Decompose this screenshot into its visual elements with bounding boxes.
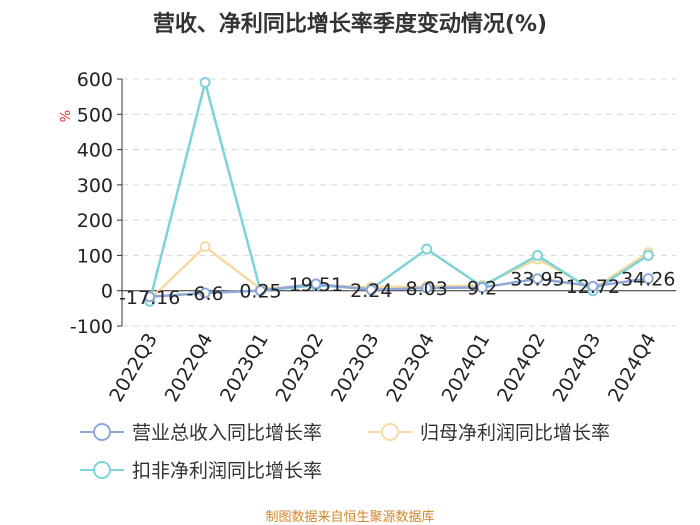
legend-swatch-revenue bbox=[80, 422, 124, 441]
y-tick-label: 300 bbox=[77, 175, 113, 197]
legend-label-net-profit: 归母净利润同比增长率 bbox=[420, 422, 611, 444]
x-tick-label: 2024Q1 bbox=[438, 329, 495, 405]
data-label: 33.95 bbox=[510, 269, 564, 291]
data-label: 19.51 bbox=[289, 274, 343, 296]
y-axis-label: % bbox=[59, 110, 74, 122]
y-tick-label: 0 bbox=[101, 281, 113, 303]
data-point[interactable] bbox=[642, 273, 654, 285]
data-point[interactable] bbox=[310, 278, 322, 290]
data-label: 0.25 bbox=[239, 281, 281, 303]
legend-label-deducted-profit: 扣非净利润同比增长率 bbox=[132, 460, 323, 482]
x-tick-label: 2022Q4 bbox=[161, 330, 218, 406]
data-label: 9.2 bbox=[467, 277, 497, 299]
legend-swatch-deducted-profit bbox=[80, 460, 124, 479]
legend-item-net-profit[interactable]: 归母净利润同比增长率 bbox=[368, 418, 610, 445]
data-point[interactable] bbox=[199, 241, 211, 253]
data-point[interactable] bbox=[421, 243, 433, 255]
y-tick-label: 100 bbox=[77, 245, 113, 267]
data-point[interactable] bbox=[199, 77, 211, 89]
x-tick-label: 2024Q4 bbox=[604, 330, 661, 406]
legend-swatch-net-profit bbox=[368, 422, 412, 441]
x-tick-label: 2023Q3 bbox=[327, 330, 384, 406]
x-tick-label: 2023Q1 bbox=[216, 330, 273, 406]
data-label: -6.6 bbox=[187, 283, 224, 305]
legend-item-deducted-profit[interactable]: 扣非净利润同比增长率 bbox=[80, 456, 322, 483]
data-label: 2.24 bbox=[350, 280, 392, 302]
data-label: -17.16 bbox=[119, 287, 180, 309]
data-point[interactable] bbox=[199, 287, 211, 299]
data-labels: -17.16 -6.6 0.25 19.51 2.24 8.03 9.2 33.95 12.72… bbox=[119, 269, 675, 309]
x-tick-label: 2022Q3 bbox=[105, 330, 162, 406]
data-point[interactable] bbox=[476, 281, 488, 293]
data-point[interactable] bbox=[255, 285, 266, 297]
data-label: 8.03 bbox=[406, 278, 448, 300]
series-line bbox=[148, 77, 649, 302]
x-tick-label: 2024Q2 bbox=[493, 330, 550, 406]
series-layer bbox=[144, 77, 654, 307]
data-point[interactable] bbox=[532, 273, 543, 285]
data-label: 12.72 bbox=[566, 276, 620, 298]
x-tick-label: 2023Q4 bbox=[382, 330, 439, 406]
legend-item-revenue[interactable]: 营业总收入同比增长率 bbox=[80, 418, 322, 445]
data-point[interactable] bbox=[144, 291, 156, 303]
y-axis: -100 0 100 200 300 400 500 600 bbox=[70, 69, 123, 338]
series-line bbox=[149, 277, 649, 299]
x-tick-label: 2023Q2 bbox=[271, 330, 328, 406]
x-axis: 2022Q32022Q42023Q12023Q22023Q32023Q42024… bbox=[105, 290, 676, 406]
y-tick-label: 600 bbox=[77, 69, 113, 91]
y-tick-label: 500 bbox=[77, 104, 113, 126]
x-tick-label: 2024Q3 bbox=[548, 330, 605, 406]
source-note: 制图数据来自恒生聚源数据库 bbox=[265, 510, 435, 525]
y-tick-label: -100 bbox=[70, 316, 113, 338]
data-point[interactable] bbox=[532, 249, 543, 261]
y-tick-label: 400 bbox=[77, 140, 113, 162]
data-label: 34.26 bbox=[621, 269, 675, 291]
data-point[interactable] bbox=[642, 249, 654, 261]
data-point[interactable] bbox=[365, 284, 377, 296]
data-point[interactable] bbox=[587, 280, 599, 292]
legend-label-revenue: 营业总收入同比增长率 bbox=[132, 422, 323, 444]
data-point[interactable] bbox=[421, 282, 433, 294]
chart-title: 营收、净利同比增长率季度变动情况(%) bbox=[152, 12, 548, 37]
y-tick-label: 200 bbox=[77, 210, 113, 232]
